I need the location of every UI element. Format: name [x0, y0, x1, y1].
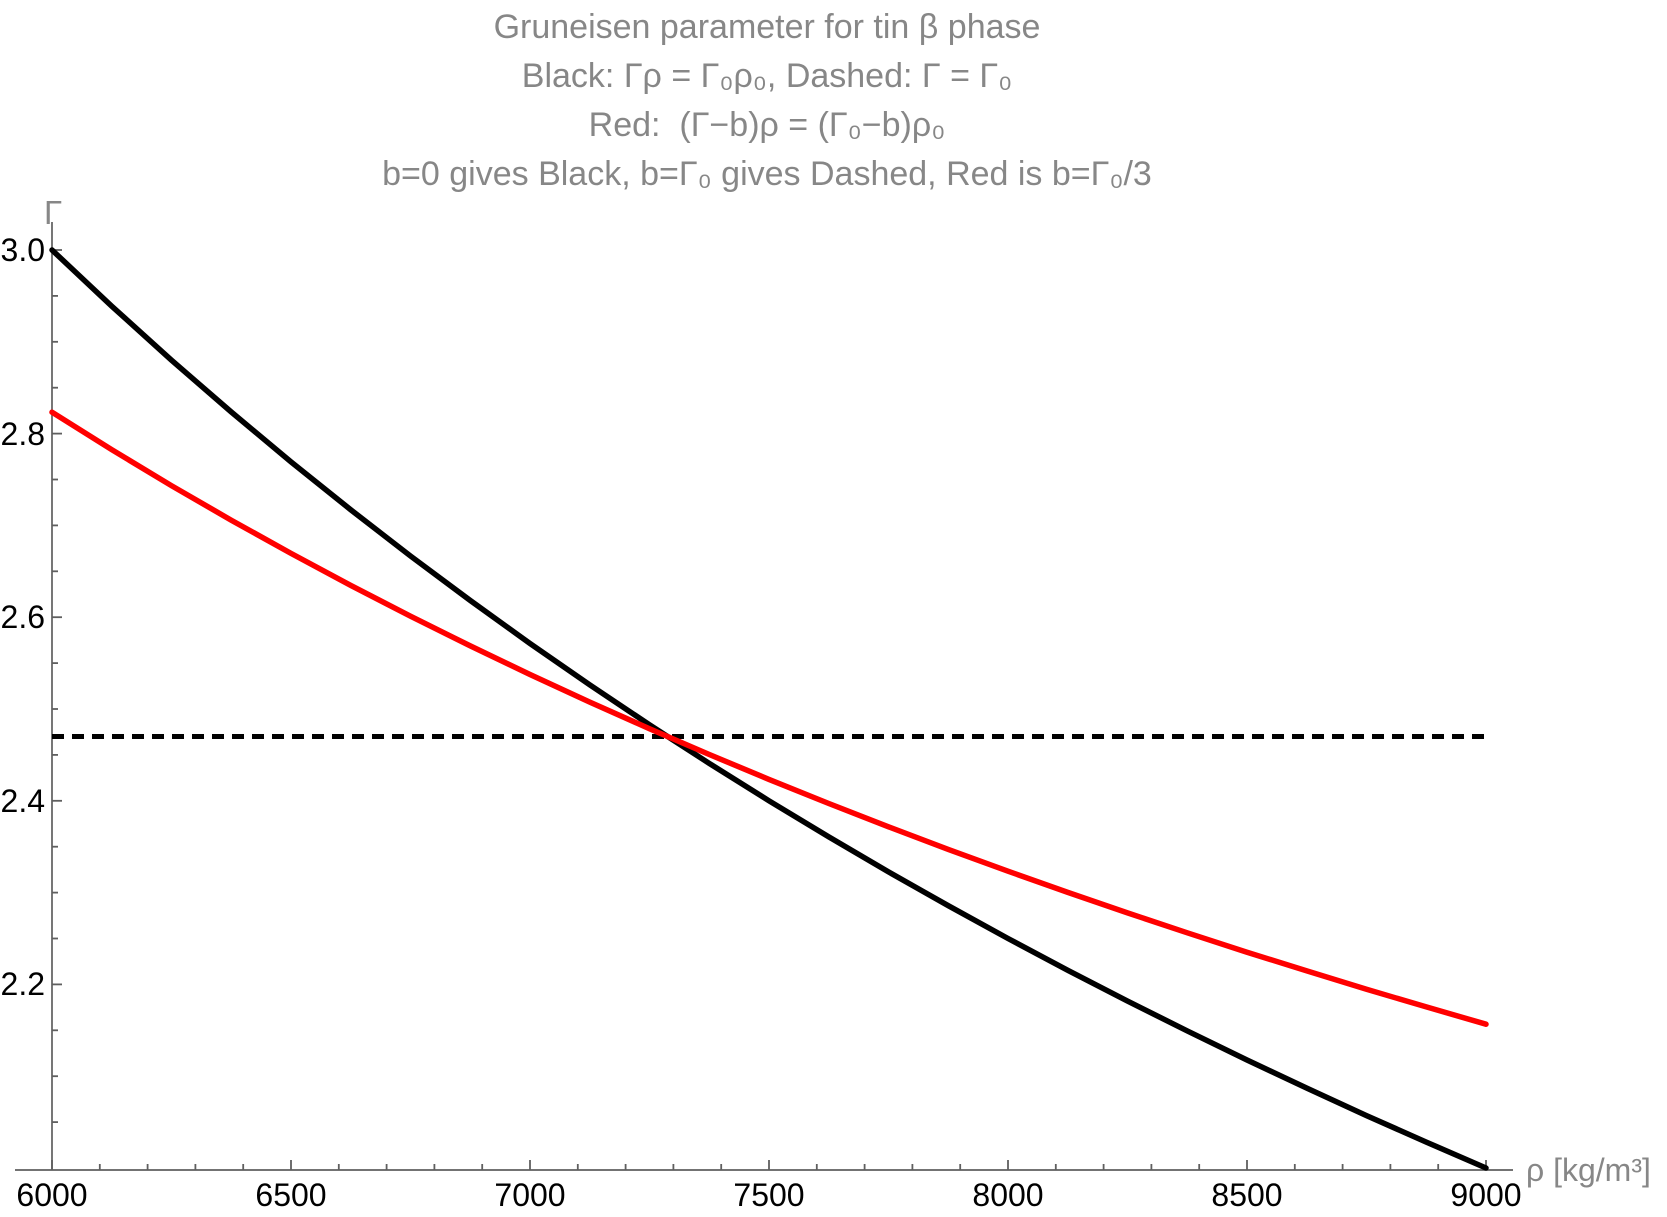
- y-tick-label: 2.4: [0, 782, 45, 819]
- y-tick-label: 2.2: [0, 966, 45, 1003]
- y-axis-label: Γ: [44, 194, 63, 231]
- x-tick-label: 6000: [16, 1177, 88, 1213]
- y-tick-label: 3.0: [0, 232, 45, 268]
- plot-title: Gruneisen parameter for tin β phase Blac…: [40, 3, 1494, 199]
- title-line-3: Red: (Γ−b)ρ = (Γ₀−b)ρ₀: [588, 106, 946, 144]
- x-axis-label: ρ [kg/m³]: [1526, 1152, 1651, 1188]
- y-tick-label: 2.6: [0, 599, 45, 636]
- x-tick-label: 8000: [972, 1177, 1044, 1213]
- x-tick-label: 9000: [1450, 1177, 1522, 1213]
- black-curve: [49, 247, 1489, 1171]
- title-line-2: Black: Γρ = Γ₀ρ₀, Dashed: Γ = Γ₀: [521, 57, 1013, 95]
- x-tick-label: 7000: [494, 1177, 566, 1213]
- red-curve: [49, 409, 1489, 1027]
- x-tick-label: 7500: [733, 1177, 805, 1213]
- title-line-1: Gruneisen parameter for tin β phase: [493, 8, 1041, 46]
- y-tick-label: 2.8: [0, 415, 45, 452]
- title-line-4: b=0 gives Black, b=Γ₀ gives Dashed, Red …: [382, 155, 1152, 193]
- x-tick-label: 6500: [255, 1177, 327, 1213]
- x-tick-label: 8500: [1211, 1177, 1283, 1213]
